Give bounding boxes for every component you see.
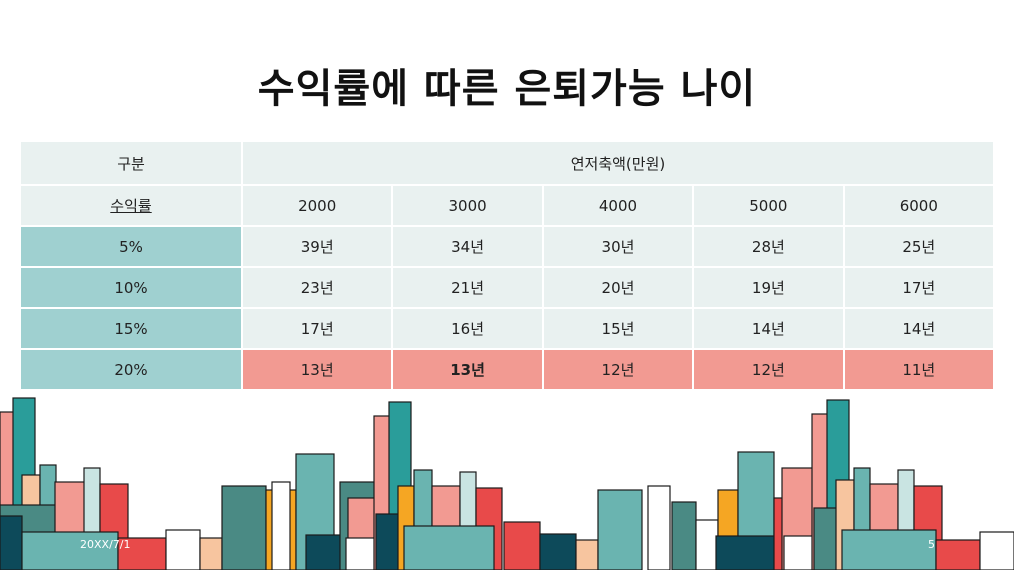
years-cell: 20년 — [541, 266, 695, 309]
building-shape — [199, 537, 223, 570]
years-cell: 15년 — [541, 307, 695, 350]
years-cell: 19년 — [692, 266, 845, 309]
years-cell: 12년 — [541, 348, 695, 391]
years-cell: 23년 — [240, 266, 394, 309]
building-shape — [271, 481, 291, 570]
footer-date: 20XX/7/1 — [80, 538, 131, 551]
city-skyline-illustration — [0, 397, 1014, 570]
table-row: 10% 23년 21년 20년 19년 17년 — [19, 266, 996, 309]
table-row: 5% 39년 34년 30년 28년 25년 — [19, 225, 996, 268]
page-number: 5 — [928, 538, 935, 551]
building-shape — [221, 485, 267, 570]
building-shape — [403, 525, 495, 570]
rate-cell: 20% — [19, 348, 243, 391]
years-cell: 12년 — [692, 348, 845, 391]
years-cell: 17년 — [842, 266, 996, 309]
years-cell: 17년 — [240, 307, 394, 350]
header-savings-cell: 연저축액(만원) — [241, 140, 995, 186]
amount-cell: 3000 — [391, 184, 544, 227]
building-shape — [935, 539, 981, 570]
building-shape — [345, 537, 377, 570]
years-cell: 11년 — [842, 348, 996, 391]
header-category-cell: 구분 — [19, 140, 243, 186]
years-cell: 14년 — [842, 307, 996, 350]
building-shape — [575, 539, 599, 570]
retirement-table: 구분 연저축액(만원) 수익률 2000 3000 4000 5000 6000… — [19, 140, 996, 391]
years-cell: 34년 — [391, 225, 544, 268]
building-shape — [671, 501, 697, 570]
table-header-row: 구분 연저축액(만원) — [19, 140, 995, 186]
years-cell: 13년 — [240, 348, 394, 391]
slide-title: 수익률에 따른 은퇴가능 나이 — [257, 66, 757, 112]
years-cell: 21년 — [391, 266, 544, 309]
years-cell: 14년 — [692, 307, 845, 350]
amount-cell: 5000 — [692, 184, 845, 227]
amount-cell: 4000 — [541, 184, 695, 227]
building-shape — [539, 533, 577, 570]
years-cell-emphasized: 13년 — [391, 348, 544, 391]
years-cell: 28년 — [692, 225, 845, 268]
rate-cell: 10% — [19, 266, 243, 309]
building-shape — [0, 515, 23, 570]
building-shape — [21, 531, 119, 570]
years-cell: 30년 — [541, 225, 695, 268]
building-shape — [647, 485, 671, 570]
amount-cell: 6000 — [842, 184, 996, 227]
rate-cell: 5% — [19, 225, 243, 268]
rate-label-cell: 수익률 — [19, 184, 243, 227]
amount-cell: 2000 — [240, 184, 394, 227]
table-row-highlighted: 20% 13년 13년 12년 12년 11년 — [19, 348, 996, 391]
rate-cell: 15% — [19, 307, 243, 350]
building-shape — [117, 537, 167, 570]
table-subheader-row: 수익률 2000 3000 4000 5000 6000 — [19, 184, 996, 227]
years-cell: 25년 — [842, 225, 996, 268]
building-shape — [783, 535, 817, 570]
years-cell: 16년 — [391, 307, 544, 350]
building-shape — [841, 529, 937, 570]
building-shape — [979, 531, 1014, 570]
table-row: 15% 17년 16년 15년 14년 14년 — [19, 307, 996, 350]
building-shape — [695, 519, 719, 570]
years-cell: 39년 — [240, 225, 394, 268]
building-shape — [165, 529, 201, 570]
building-shape — [503, 521, 541, 570]
building-shape — [597, 489, 643, 570]
